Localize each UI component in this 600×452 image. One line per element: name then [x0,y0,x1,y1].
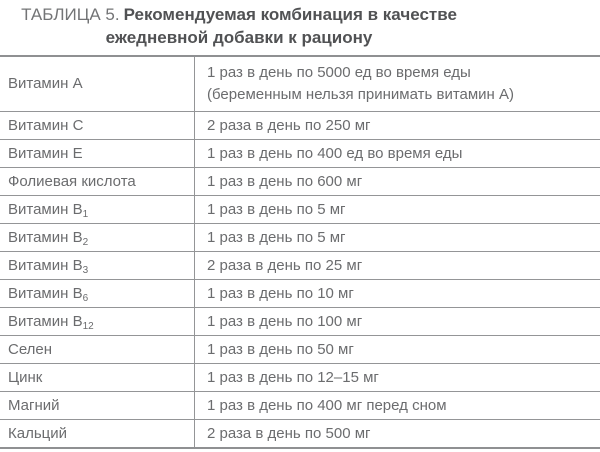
dosage-line1: 1 раз в день по 600 мг [207,171,590,192]
dosage-line1: 2 раза в день по 250 мг [207,115,590,136]
dosage-cell: 1 раз в день по 5000 ед во время еды(бер… [195,56,600,112]
table-row: Витамин Е 1 раз в день по 400 ед во врем… [0,140,600,168]
dosage-line1: 2 раза в день по 25 мг [207,255,590,276]
substance-cell: Витамин В3 [0,252,195,280]
dosage-line2: (беременным нельзя принимать витамин А) [207,84,590,106]
dosage-cell: 1 раз в день по 5 мг [195,224,600,252]
substance-cell: Фолиевая кислота [0,168,195,196]
table-row: Витамин В2 1 раз в день по 5 мг [0,224,600,252]
table-title-line2: ежедневной добавки к рациону [106,28,373,47]
substance-name: Магний [8,397,60,414]
dosage-cell: 1 раз в день по 5 мг [195,196,600,224]
page: { "title": { "prefix": "ТАБЛИЦА 5.", "li… [0,3,600,452]
dosage-cell: 1 раз в день по 400 мг перед сном [195,392,600,420]
substance-cell: Витамин В12 [0,308,195,336]
dosage-cell: 2 раза в день по 250 мг [195,112,600,140]
dosage-cell: 1 раз в день по 600 мг [195,168,600,196]
substance-cell: Витамин А [0,56,195,112]
dosage-line1: 1 раз в день по 400 ед во время еды [207,143,590,164]
substance-name: Витамин С [8,117,83,134]
substance-name: Цинк [8,369,42,386]
substance-name: Фолиевая кислота [8,173,136,190]
substance-name: Селен [8,341,52,358]
substance-cell: Цинк [0,364,195,392]
dosage-cell: 1 раз в день по 400 ед во время еды [195,140,600,168]
table-row: Цинк 1 раз в день по 12–15 мг [0,364,600,392]
dosage-cell: 1 раз в день по 100 мг [195,308,600,336]
substance-subscript: 1 [83,209,89,220]
substance-cell: Селен [0,336,195,364]
dosage-cell: 2 раза в день по 500 мг [195,420,600,449]
substance-subscript: 3 [83,265,89,276]
dosage-line1: 1 раз в день по 5 мг [207,227,590,248]
dosage-line1: 1 раз в день по 50 мг [207,339,590,360]
dosage-line1: 2 раза в день по 500 мг [207,423,590,444]
table-row: Селен 1 раз в день по 50 мг [0,336,600,364]
substance-name: Кальций [8,425,67,442]
substance-name: Витамин В [8,201,83,218]
table-title-label: ТАБЛИЦА 5. [21,5,120,24]
vitamin-dosage-table: Витамин А 1 раз в день по 5000 ед во вре… [0,55,600,449]
substance-name: Витамин В [8,285,83,302]
substance-cell: Витамин С [0,112,195,140]
table-row: Фолиевая кислота 1 раз в день по 600 мг [0,168,600,196]
substance-subscript: 6 [83,293,89,304]
substance-name: Витамин А [8,75,83,92]
substance-subscript: 2 [83,237,89,248]
dosage-cell: 1 раз в день по 10 мг [195,280,600,308]
table-row: Витамин А 1 раз в день по 5000 ед во вре… [0,56,600,112]
dosage-line1: 1 раз в день по 5000 ед во время еды [207,62,590,84]
substance-name: Витамин В [8,313,83,330]
table-row: Витамин В6 1 раз в день по 10 мг [0,280,600,308]
substance-name: Витамин Е [8,145,83,162]
table-title: ТАБЛИЦА 5.Рекомендуемая комбинация в кач… [0,3,478,49]
dosage-line1: 1 раз в день по 5 мг [207,199,590,220]
substance-name: Витамин В [8,257,83,274]
table-row: Витамин С 2 раза в день по 250 мг [0,112,600,140]
dosage-cell: 1 раз в день по 12–15 мг [195,364,600,392]
table-row: Магний 1 раз в день по 400 мг перед сном [0,392,600,420]
dosage-line1: 1 раз в день по 400 мг перед сном [207,395,590,416]
substance-subscript: 12 [83,321,94,332]
table-row: Витамин В3 2 раза в день по 25 мг [0,252,600,280]
dosage-line1: 1 раз в день по 12–15 мг [207,367,590,388]
substance-cell: Витамин В1 [0,196,195,224]
substance-cell: Магний [0,392,195,420]
dosage-cell: 2 раза в день по 25 мг [195,252,600,280]
substance-cell: Витамин Е [0,140,195,168]
substance-cell: Кальций [0,420,195,449]
vitamin-table-body: Витамин А 1 раз в день по 5000 ед во вре… [0,56,600,448]
dosage-cell: 1 раз в день по 50 мг [195,336,600,364]
dosage-line1: 1 раз в день по 10 мг [207,283,590,304]
substance-cell: Витамин В6 [0,280,195,308]
table-row: Кальций 2 раза в день по 500 мг [0,420,600,449]
substance-cell: Витамин В2 [0,224,195,252]
table-row: Витамин В1 1 раз в день по 5 мг [0,196,600,224]
table-title-line1: Рекомендуемая комбинация в качестве [124,5,457,24]
dosage-line1: 1 раз в день по 100 мг [207,311,590,332]
table-row: Витамин В12 1 раз в день по 100 мг [0,308,600,336]
substance-name: Витамин В [8,229,83,246]
